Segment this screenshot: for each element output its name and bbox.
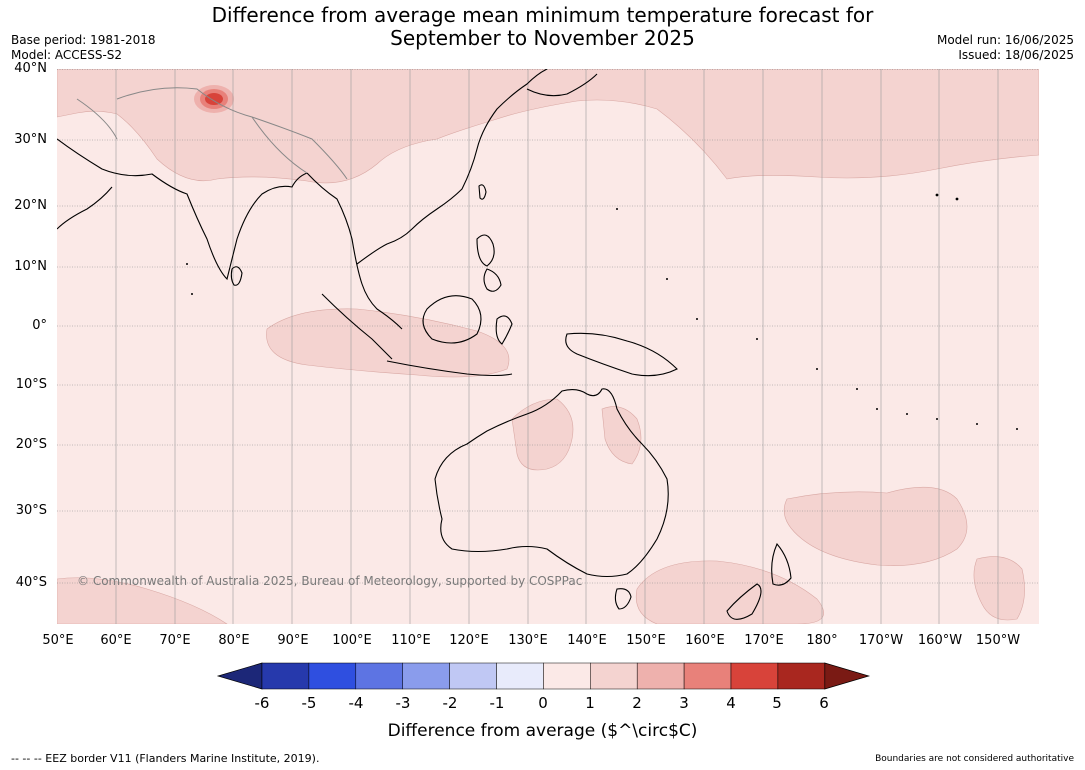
- eez-footnote: -- -- -- EEZ border V11 (Flanders Marine…: [11, 752, 320, 765]
- map-canvas: [57, 69, 1039, 624]
- coast-tasmania: [614, 588, 632, 610]
- title-line-1: Difference from average mean minimum tem…: [211, 3, 874, 27]
- copyright-notice: © Commonwealth of Australia 2025, Bureau…: [77, 574, 583, 588]
- lon-label: 100°E: [332, 633, 372, 648]
- colorbar-segment: [355, 662, 403, 690]
- lat-label: 10°N: [14, 259, 47, 274]
- gridlines: [57, 69, 1039, 584]
- coast-sumatra: [321, 293, 393, 360]
- colorbar: [216, 662, 871, 690]
- coast-borneo: [422, 295, 482, 344]
- lon-label: 140°E: [567, 633, 607, 648]
- colorbar-arrow-high: [824, 662, 871, 690]
- coast-java: [386, 360, 513, 377]
- colorbar-segment: [590, 662, 638, 690]
- lon-label: 160°E: [685, 633, 725, 648]
- meta-right: Model run: 16/06/2025 Issued: 18/06/2025: [937, 33, 1074, 63]
- coast-arabia: [57, 186, 113, 230]
- meridians: [115, 69, 999, 624]
- coast-sulawesi: [495, 315, 513, 345]
- colorbar-arrow-low: [216, 662, 263, 690]
- colorbar-segment: [636, 662, 685, 690]
- colorbar-tick: 2: [632, 694, 642, 712]
- colorbar-segment: [496, 662, 544, 690]
- colorbar-tick: -3: [395, 694, 411, 712]
- lon-label: 70°E: [159, 633, 191, 648]
- colorbar-tick: 0: [538, 694, 548, 712]
- meta-left: Base period: 1981-2018 Model: ACCESS-S2: [11, 33, 156, 63]
- coast-new-zealand: [726, 542, 792, 620]
- lon-label: 160°W: [917, 633, 963, 648]
- lon-label: 170°E: [744, 633, 784, 648]
- lon-label: 110°E: [391, 633, 431, 648]
- colorbar-segment: [777, 662, 826, 690]
- lat-label: 30°S: [15, 503, 47, 518]
- colorbar-tick: -2: [442, 694, 458, 712]
- colorbar-segment: [449, 662, 497, 690]
- warm-region-australia: [511, 398, 642, 471]
- colorbar-tick: 1: [585, 694, 595, 712]
- disclaimer-footnote: Boundaries are not considered authoritat…: [875, 754, 1074, 764]
- lon-label: 180°: [806, 633, 838, 648]
- lon-label: 60°E: [100, 633, 132, 648]
- colorbar-tick: -4: [348, 694, 364, 712]
- colorbar-tick: -6: [254, 694, 270, 712]
- coast-japan: [526, 73, 598, 97]
- colorbar-tick: -5: [301, 694, 317, 712]
- lon-label: 50°E: [42, 633, 74, 648]
- colorbar-tick: -1: [489, 694, 505, 712]
- lon-label: 90°E: [277, 633, 309, 648]
- lon-label: 150°E: [626, 633, 666, 648]
- coast-sri-lanka: [230, 266, 243, 286]
- lat-label: 30°N: [14, 132, 47, 147]
- coast-philippines: [476, 234, 502, 292]
- chart-title: Difference from average mean minimum tem…: [0, 4, 1085, 50]
- colorbar-tick: 4: [726, 694, 736, 712]
- warm-region-southwest: [57, 577, 228, 624]
- lat-label: 10°S: [15, 377, 47, 392]
- coastlines: [57, 69, 792, 620]
- lon-label: 80°E: [218, 633, 250, 648]
- forecast-map: © Commonwealth of Australia 2025, Bureau…: [57, 69, 1039, 624]
- warm-region-tasman: [635, 560, 824, 624]
- lat-label: 20°S: [15, 437, 47, 452]
- lon-label: 130°E: [508, 633, 548, 648]
- lat-label: 0°: [32, 318, 47, 333]
- title-line-2: September to November 2025: [390, 26, 695, 50]
- colorbar-label: Difference from average ($^\circ$C): [387, 721, 698, 741]
- warm-region-southeast: [973, 556, 1025, 621]
- colorbar-segments: [216, 662, 871, 690]
- colorbar-tick: 3: [679, 694, 689, 712]
- island-dots: [186, 193, 1018, 430]
- colorbar-segment: [261, 662, 310, 690]
- lat-label: 20°N: [14, 198, 47, 213]
- colorbar-tick: 5: [772, 694, 782, 712]
- warm-region-north: [57, 69, 1039, 184]
- lon-label: 120°E: [449, 633, 489, 648]
- colorbar-segment: [308, 662, 357, 690]
- lat-label: 40°S: [15, 575, 47, 590]
- lon-label: 170°W: [858, 633, 904, 648]
- coast-australia: [434, 388, 669, 578]
- model-text: Model: ACCESS-S2: [11, 48, 123, 62]
- lon-label: 150°W: [975, 633, 1021, 648]
- colorbar-tick: 6: [819, 694, 829, 712]
- lat-label: 40°N: [14, 61, 47, 76]
- issued-text: Issued: 18/06/2025: [958, 48, 1074, 62]
- model-run-text: Model run: 16/06/2025: [936, 33, 1074, 47]
- colorbar-segment: [683, 662, 732, 690]
- colorbar-segment: [402, 662, 450, 690]
- coast-taiwan: [478, 184, 487, 200]
- base-period-text: Base period: 1981-2018: [11, 33, 156, 47]
- coast-se-asia: [306, 69, 548, 330]
- colorbar-segment: [543, 662, 591, 690]
- coast-new-guinea: [565, 332, 678, 377]
- coast-india: [57, 138, 308, 281]
- colorbar-segment: [730, 662, 779, 690]
- country-borders: [76, 87, 348, 180]
